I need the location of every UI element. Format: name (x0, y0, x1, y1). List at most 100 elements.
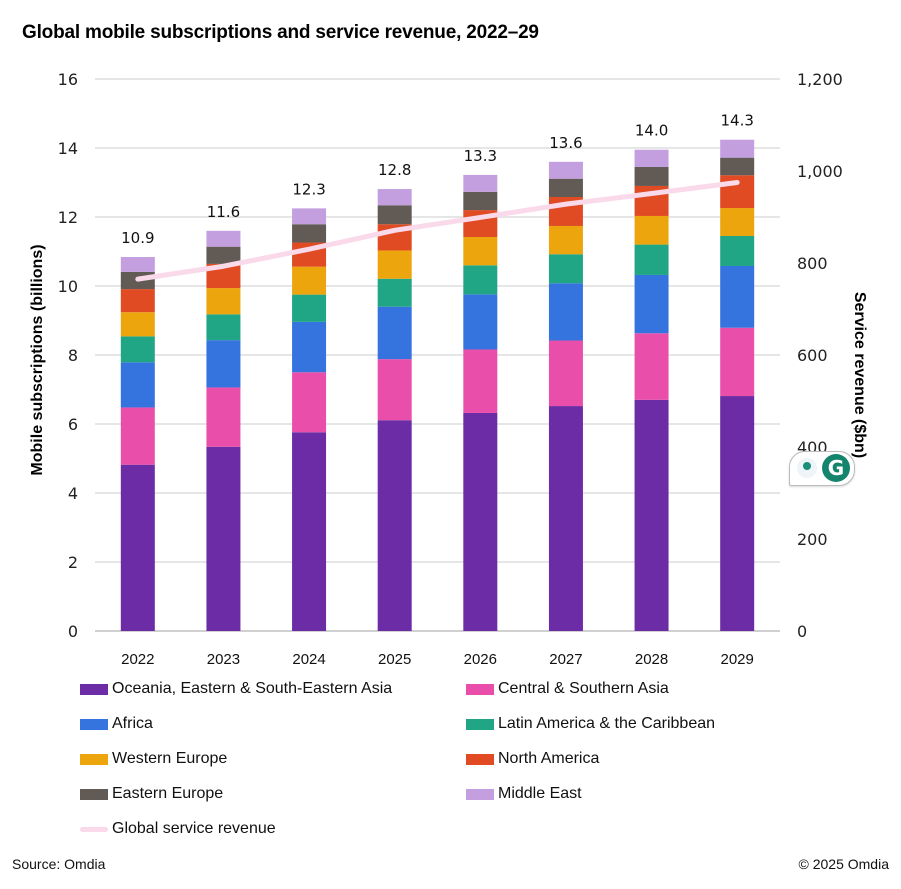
legend-item: Eastern Europe (80, 785, 223, 803)
total-data-label: 12.3 (292, 180, 325, 198)
y-tick-label: 12 (58, 208, 78, 227)
bar-segment (463, 191, 498, 211)
bar-segment (463, 294, 498, 350)
bar-segment (377, 205, 412, 225)
bar-segment (634, 215, 669, 245)
bar-segment (206, 340, 241, 388)
bar-segment (720, 265, 755, 328)
legend-label: Latin America & the Caribbean (498, 715, 716, 732)
bar-segment (120, 257, 155, 272)
y2-tick-label: 1,000 (797, 162, 843, 181)
bar-segment (206, 446, 241, 631)
x-tick-label: 2022 (121, 651, 154, 668)
bar-segment (720, 327, 755, 397)
chart: 024681012141602004006008001,0001,20010.9… (29, 70, 868, 668)
revenue-line-group (135, 180, 740, 282)
bar-segment (377, 420, 412, 631)
bar-segment (548, 178, 583, 197)
bar-segment (292, 372, 327, 433)
y-tick-label: 0 (68, 622, 78, 641)
lightbulb-icon[interactable] (797, 458, 817, 478)
y-tick-label: 10 (58, 277, 78, 296)
legend-label: Global service revenue (112, 820, 276, 837)
bar-segment (292, 208, 327, 225)
bar-segment (720, 139, 755, 158)
total-data-label: 10.9 (121, 229, 154, 247)
x-tick-label: 2024 (292, 651, 325, 668)
y-tick-label: 4 (68, 484, 78, 503)
bar-segment (548, 406, 583, 631)
y2-tick-label: 0 (797, 622, 807, 641)
bar-segment (292, 432, 327, 631)
x-tick-label: 2027 (549, 651, 582, 668)
bar-segment (548, 161, 583, 179)
bar-segment (120, 312, 155, 337)
bar-segment (548, 225, 583, 255)
labels: 024681012141602004006008001,0001,20010.9… (58, 70, 843, 668)
grammarly-widget[interactable]: G (789, 451, 855, 486)
bar-segment (206, 314, 241, 341)
y2-tick-label: 1,200 (797, 70, 843, 89)
bar-segment (634, 399, 669, 631)
chart-title: Global mobile subscriptions and service … (22, 22, 539, 43)
y2-axis-title: Service revenue ($bn) (851, 292, 868, 458)
revenue-line (135, 180, 740, 282)
y-axis-title: Mobile subscriptions (billions) (29, 244, 46, 475)
legend-item: Western Europe (80, 750, 227, 768)
legend-swatch (80, 753, 108, 765)
y-tick-label: 14 (58, 139, 78, 158)
legend-label: North America (498, 750, 600, 767)
legend-swatch (466, 683, 494, 695)
total-data-label: 12.8 (378, 161, 411, 179)
y2-tick-label: 800 (797, 254, 828, 273)
bar-segment (634, 149, 669, 167)
y-tick-label: 16 (58, 70, 78, 89)
legend-item: Middle East (466, 785, 582, 803)
legend-item: Africa (80, 715, 153, 733)
gridlines (95, 78, 780, 632)
legend-swatch (80, 718, 108, 730)
grammarly-logo-icon[interactable]: G (822, 454, 850, 482)
legend-label: Western Europe (112, 750, 228, 767)
bar-segment (206, 230, 241, 247)
y2-tick-label: 600 (797, 346, 828, 365)
bar-segment (120, 336, 155, 363)
legend-swatch (466, 788, 494, 800)
bar-segment (120, 407, 155, 465)
total-data-label: 11.6 (207, 203, 240, 221)
bar-segment (463, 349, 498, 413)
legend-swatch (466, 753, 494, 765)
bar-segment (120, 362, 155, 408)
bar-segment (206, 387, 241, 447)
bar-segment (463, 174, 498, 192)
bar-segment (206, 288, 241, 315)
bar-segment (720, 208, 755, 236)
bar-segment (463, 237, 498, 266)
total-data-label: 14.0 (635, 122, 668, 140)
legend-label: Africa (112, 715, 153, 732)
bar-segment (720, 157, 755, 176)
legend-swatch (80, 683, 108, 695)
legend-item: Latin America & the Caribbean (466, 715, 715, 733)
legend-swatch (80, 826, 108, 832)
bar-segment (634, 166, 669, 186)
bar-segment (634, 244, 669, 275)
bar-segment (720, 396, 755, 631)
bar-segment (548, 340, 583, 407)
bar-segment (463, 265, 498, 295)
y-tick-label: 2 (68, 553, 78, 572)
copyright-note: © 2025 Omdia (798, 856, 889, 872)
legend-label: Oceania, Eastern & South-Eastern Asia (112, 680, 393, 697)
total-data-label: 13.6 (549, 134, 582, 152)
bar-segment (634, 274, 669, 334)
x-tick-label: 2028 (635, 651, 668, 668)
x-tick-label: 2023 (207, 651, 240, 668)
total-data-label: 14.3 (720, 112, 753, 130)
x-tick-label: 2025 (378, 651, 411, 668)
legend-swatch (80, 788, 108, 800)
bar-segment (292, 224, 327, 243)
bar-segment (120, 289, 155, 313)
bar-segment (720, 235, 755, 266)
legend-item: North America (466, 750, 599, 768)
bar-segment (377, 278, 412, 307)
